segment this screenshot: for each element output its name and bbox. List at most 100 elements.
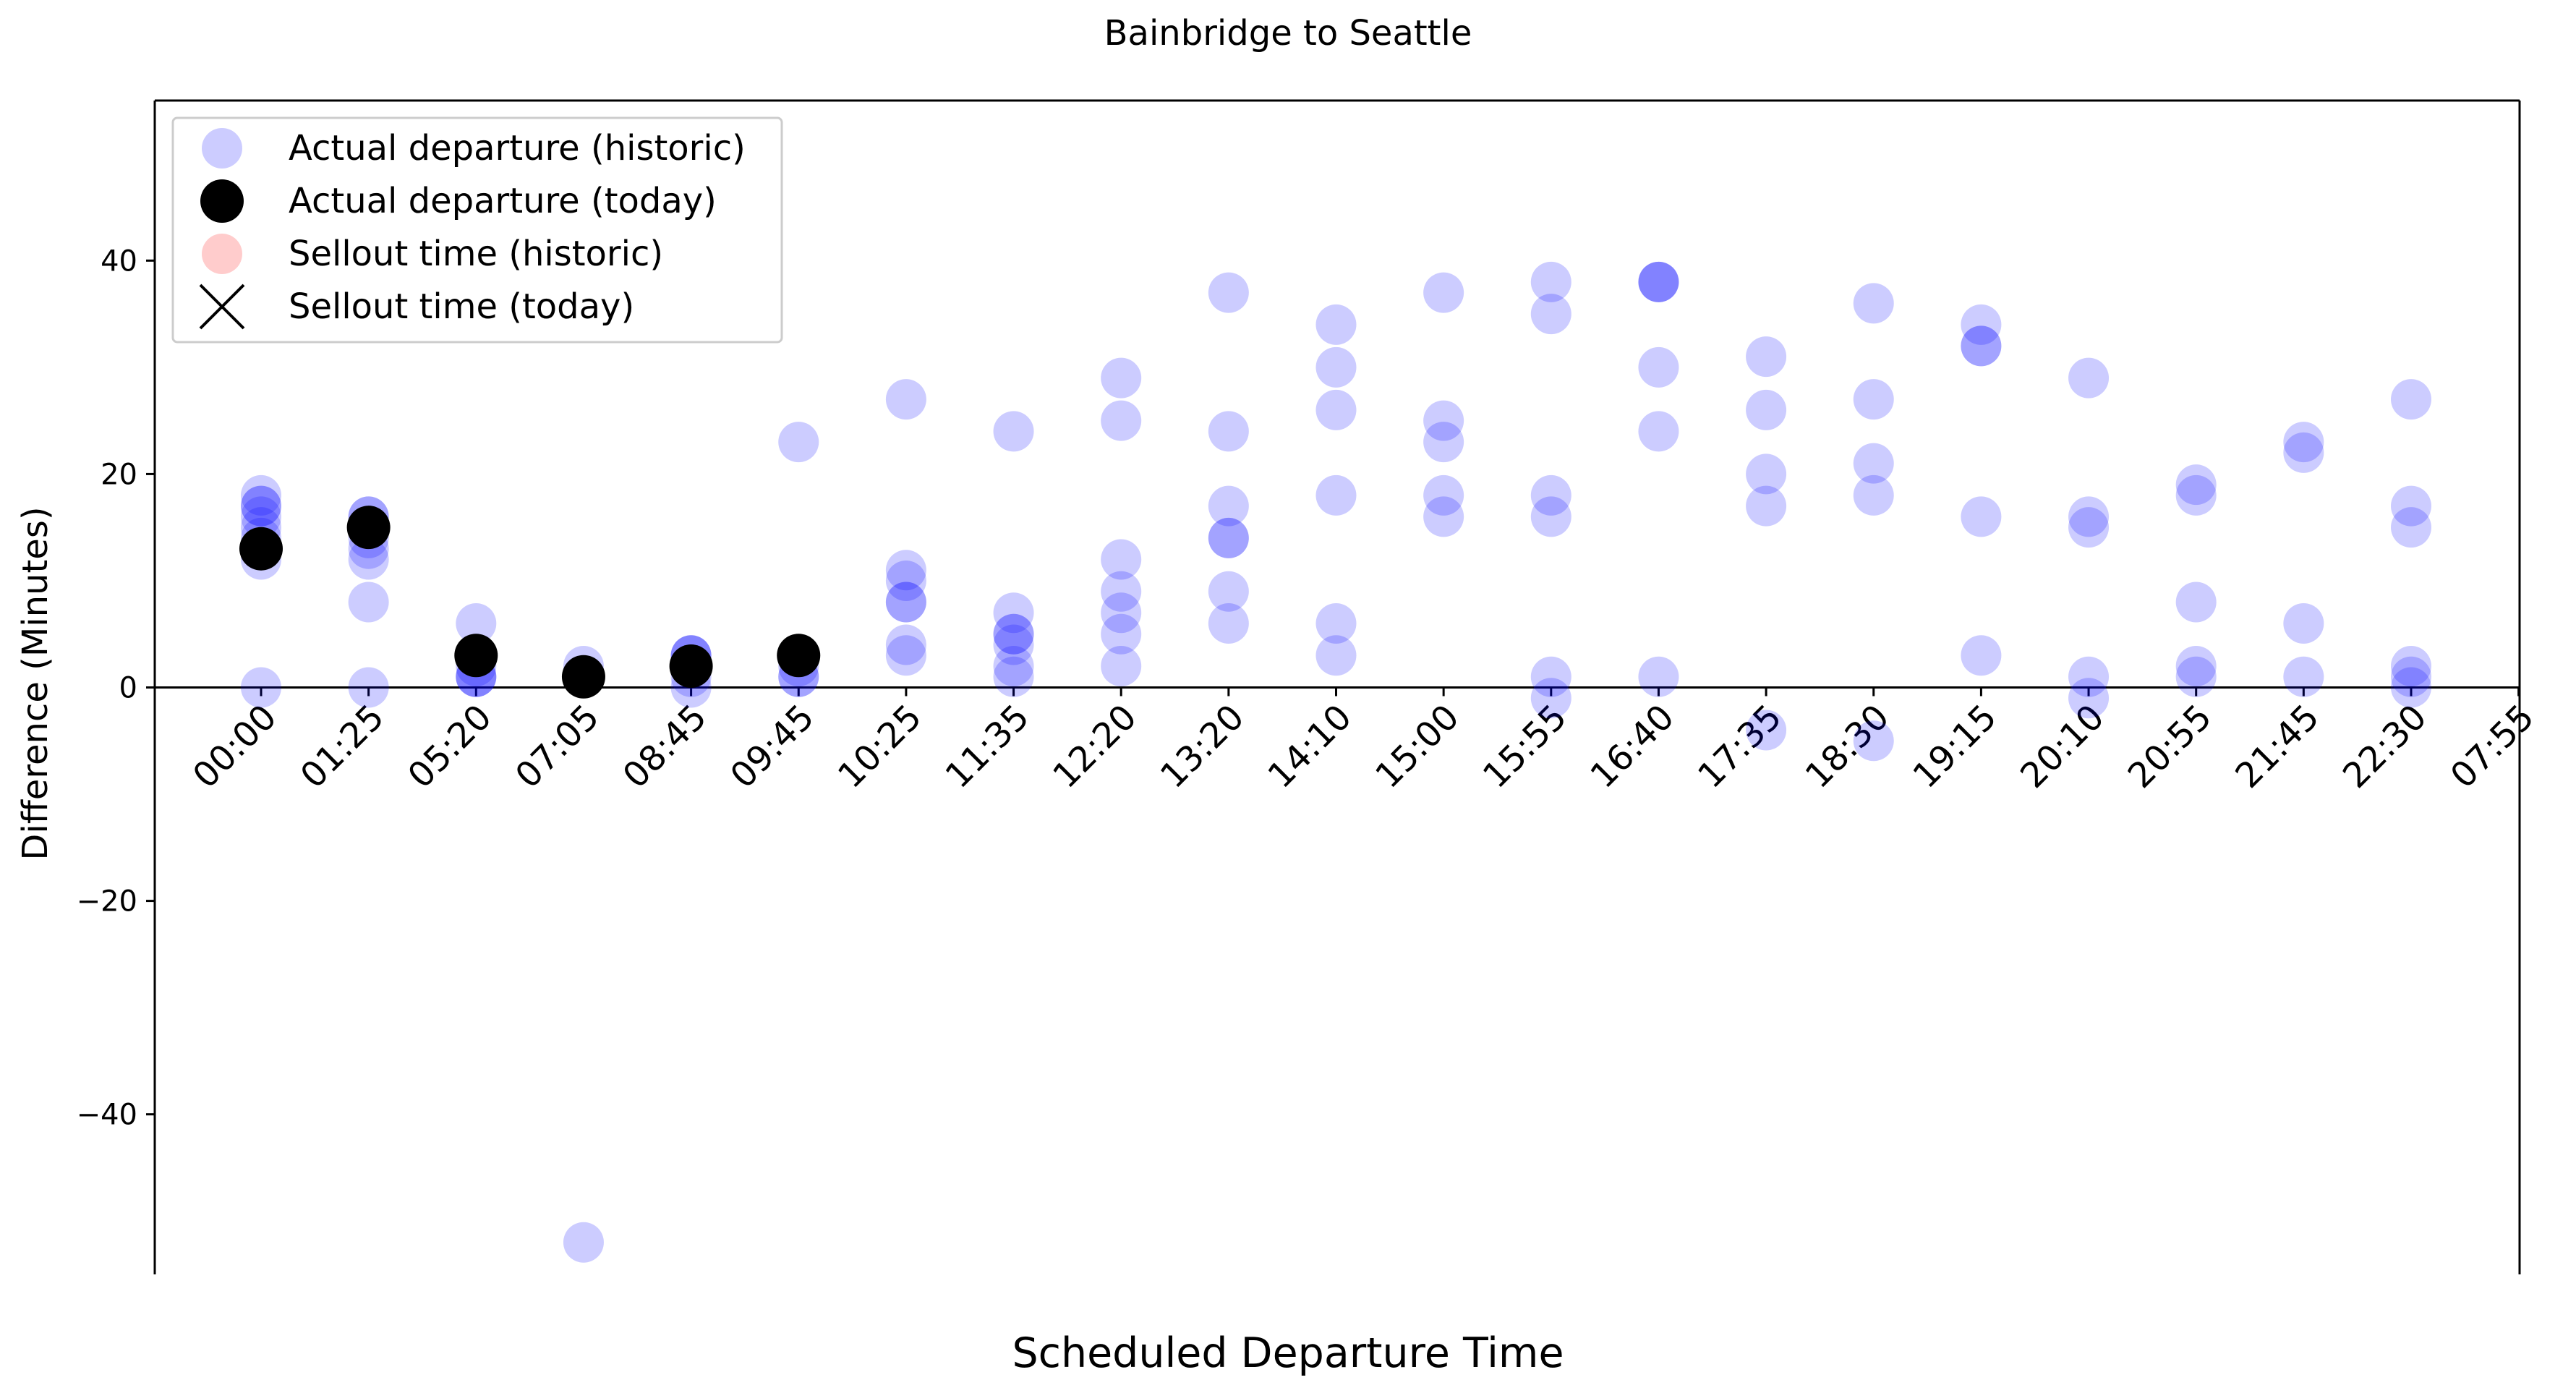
data-point <box>993 613 1034 655</box>
data-point <box>1315 304 1357 345</box>
data-point <box>1530 656 1571 697</box>
data-point <box>241 667 281 708</box>
data-point <box>2175 474 2217 516</box>
data-point <box>885 550 926 591</box>
x-axis-label: Scheduled Departure Time <box>1012 1329 1564 1377</box>
data-point <box>1530 294 1571 335</box>
data-point <box>1638 656 1679 697</box>
data-point <box>885 582 926 623</box>
data-point <box>2391 379 2431 420</box>
data-point <box>1101 357 1142 399</box>
data-point <box>2391 485 2431 527</box>
x-tick-label: 21:45 <box>2227 696 2326 796</box>
data-point <box>2283 422 2324 463</box>
x-tick-label: 19:15 <box>1905 696 2004 796</box>
data-point <box>1423 474 1464 516</box>
data-point <box>1638 261 1679 302</box>
data-point <box>2068 357 2110 399</box>
y-tick-label: 0 <box>119 672 137 705</box>
data-point <box>885 560 926 601</box>
data-point <box>1208 411 1249 452</box>
data-point <box>2391 656 2431 697</box>
x-tick-label: 09:45 <box>722 696 822 796</box>
data-point <box>1961 325 2002 367</box>
data-point <box>2391 667 2431 708</box>
x-tick-label: 12:20 <box>1045 696 1144 796</box>
legend-marker <box>200 179 244 223</box>
legend-marker <box>202 128 242 169</box>
data-point <box>1746 336 1787 378</box>
y-tick-label: 40 <box>101 244 137 278</box>
data-point <box>2068 507 2110 548</box>
data-point <box>993 624 1034 665</box>
data-point <box>2391 645 2431 686</box>
data-point <box>241 485 281 527</box>
data-point <box>993 592 1034 634</box>
data-point <box>1315 346 1357 388</box>
x-tick-label: 15:00 <box>1368 696 1467 796</box>
data-point <box>2283 656 2324 697</box>
data-point <box>563 1222 604 1263</box>
data-point <box>1530 261 1571 302</box>
data-point <box>1961 304 2002 345</box>
data-point <box>1423 272 1464 313</box>
data-point <box>1208 517 1249 558</box>
x-tick-label: 16:40 <box>1583 696 1682 796</box>
data-point <box>885 582 926 623</box>
data-point <box>454 634 498 678</box>
data-point <box>1101 592 1142 634</box>
data-point <box>993 411 1034 452</box>
data-point <box>1208 571 1249 612</box>
data-point <box>1961 325 2002 367</box>
data-point <box>1208 517 1249 558</box>
data-point <box>1530 678 1571 719</box>
data-point <box>885 379 926 420</box>
data-point <box>993 613 1034 655</box>
y-tick-label: −40 <box>77 1099 137 1132</box>
data-point <box>2068 496 2110 537</box>
data-point <box>1423 422 1464 463</box>
data-point <box>348 582 389 623</box>
legend-marker-x <box>199 284 245 330</box>
x-tick-label: 01:25 <box>293 696 392 796</box>
data-point <box>1101 645 1142 686</box>
data-point <box>1638 411 1679 452</box>
x-tick-label: 14:10 <box>1261 696 1360 796</box>
data-point <box>346 506 391 550</box>
x-tick-label: 07:05 <box>508 696 607 796</box>
chart-title: Bainbridge to Seattle <box>1104 13 1472 54</box>
data-point <box>1101 613 1142 655</box>
data-point <box>1208 272 1249 313</box>
data-point <box>1101 539 1142 580</box>
data-point <box>1638 261 1679 302</box>
data-point <box>1961 496 2002 537</box>
legend-frame <box>171 116 783 344</box>
data-point <box>2175 656 2217 697</box>
data-point <box>885 624 926 665</box>
legend: Actual departure (historic) Actual depart… <box>171 116 783 344</box>
data-point <box>2068 678 2110 719</box>
data-point <box>1853 474 1894 516</box>
data-point <box>2283 602 2324 644</box>
data-point <box>2283 432 2324 473</box>
data-point <box>993 656 1034 697</box>
data-point <box>348 667 389 708</box>
data-point <box>241 496 281 537</box>
data-point <box>1853 443 1894 484</box>
x-tick-label: 05:20 <box>400 696 499 796</box>
data-point <box>1315 389 1357 430</box>
data-point <box>241 485 281 527</box>
data-point <box>1746 389 1787 430</box>
data-point <box>241 474 281 516</box>
legend-marker <box>202 234 242 274</box>
data-point <box>1746 485 1787 527</box>
data-point <box>885 635 926 676</box>
data-point <box>2391 507 2431 548</box>
data-point <box>1853 379 1894 420</box>
data-point <box>2175 582 2217 623</box>
data-point <box>2175 645 2217 686</box>
data-point <box>1530 496 1571 537</box>
data-point <box>1315 474 1357 516</box>
y-tick-label: −20 <box>77 885 137 919</box>
